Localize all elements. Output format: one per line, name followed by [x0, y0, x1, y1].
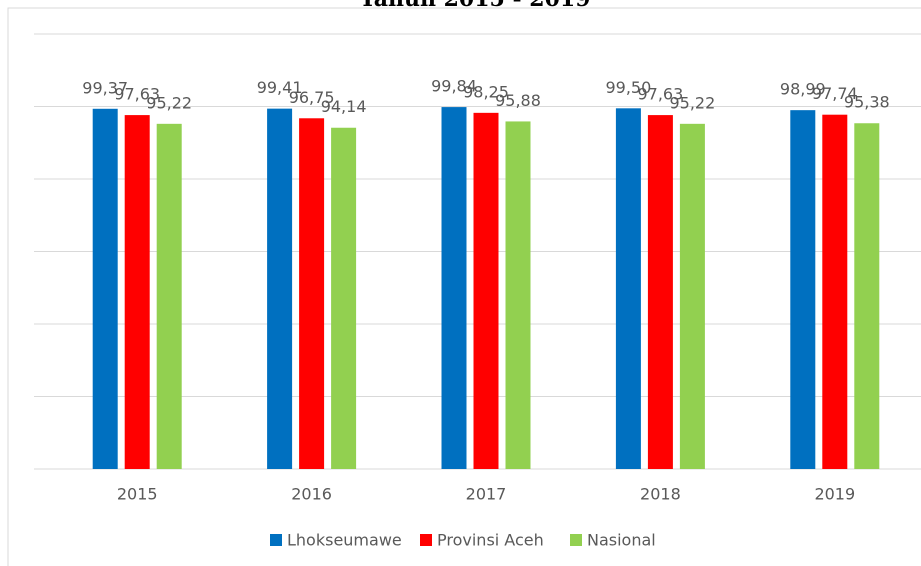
data-label: 95,22: [669, 93, 715, 112]
bar: [92, 108, 118, 469]
chart-border: [7, 7, 921, 566]
bar: [299, 118, 325, 469]
bar: [473, 112, 499, 469]
bar: [124, 115, 150, 469]
chart-title: Tahun 2015 - 2019: [359, 0, 590, 12]
bar: [441, 107, 467, 469]
bar: [505, 121, 531, 469]
data-label: 97,63: [114, 85, 160, 104]
data-label: 97,63: [637, 85, 683, 104]
bar: [267, 108, 293, 470]
data-label: 94,14: [321, 97, 367, 116]
data-label: 99,37: [82, 78, 128, 97]
bar: [790, 110, 816, 469]
legend-swatch: [420, 534, 432, 546]
x-tick-label: 2018: [640, 485, 681, 504]
bar: [331, 127, 357, 470]
legend-swatch: [570, 534, 582, 546]
legend-label: Provinsi Aceh: [437, 531, 544, 550]
data-label: 99,84: [431, 77, 477, 96]
bar: [854, 123, 880, 469]
x-tick-label: 2016: [291, 485, 332, 504]
data-label: 97,74: [812, 84, 858, 103]
data-label: 95,22: [146, 93, 192, 112]
data-label: 96,75: [289, 88, 335, 107]
data-label: 98,99: [780, 80, 826, 99]
bar: [679, 123, 705, 469]
x-tick-label: 2019: [814, 485, 855, 504]
legend-label: Lhokseumawe: [287, 531, 402, 550]
bar: [647, 115, 673, 469]
data-label: 98,25: [463, 82, 509, 101]
data-label: 95,38: [844, 93, 890, 112]
data-label: 99,41: [257, 78, 303, 97]
x-tick-label: 2017: [466, 485, 507, 504]
legend-label: Nasional: [587, 531, 656, 550]
bar: [615, 108, 641, 469]
bar: [822, 114, 848, 469]
x-tick-label: 2015: [117, 485, 158, 504]
legend-swatch: [270, 534, 282, 546]
data-label: 95,88: [495, 91, 541, 110]
bar: [156, 123, 182, 469]
data-label: 99,50: [605, 78, 651, 97]
